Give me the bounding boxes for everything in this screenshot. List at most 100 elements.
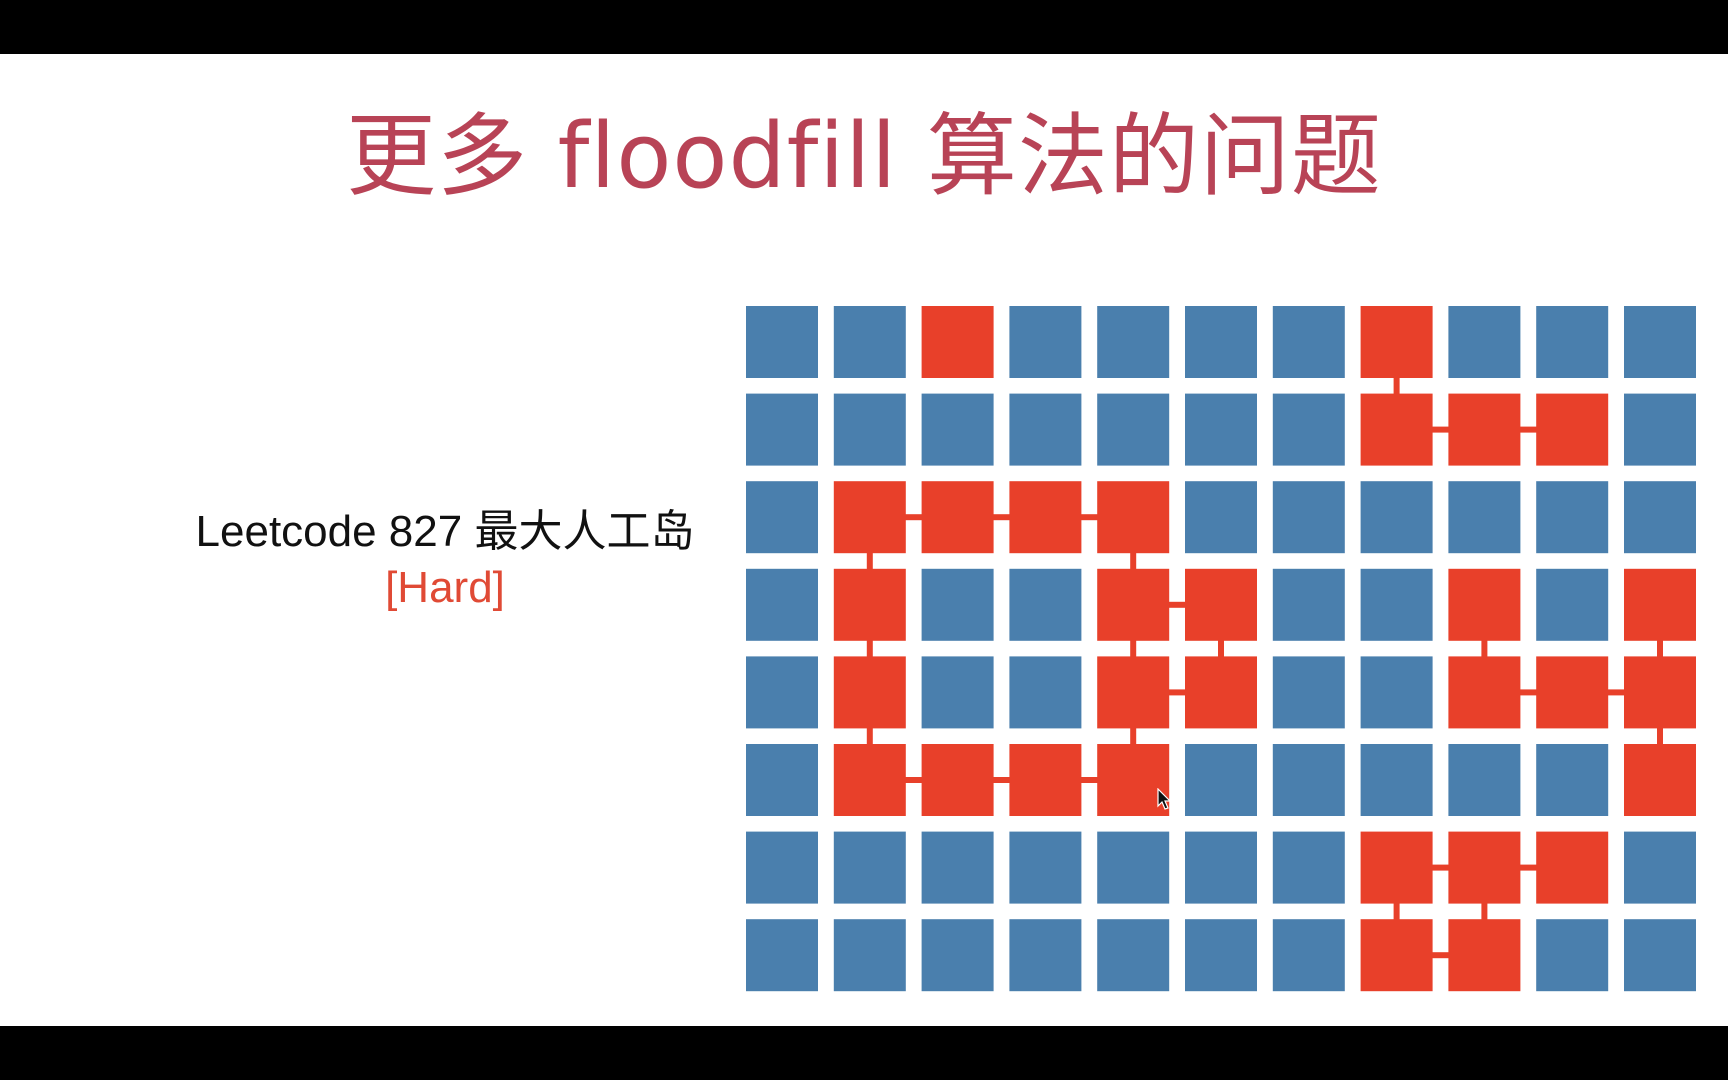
water-cell [1272,831,1345,904]
water-cell [1272,481,1345,554]
water-cell [1272,919,1345,992]
island-grid [746,306,1696,996]
land-connector [1657,604,1663,693]
island-grid-svg [746,306,1696,992]
land-connector [1045,777,1134,783]
water-cell [1097,393,1170,466]
land-cell [1009,744,1082,816]
land-connector [957,514,1046,521]
water-cell [1624,393,1696,466]
water-cell [1097,831,1170,904]
land-cell [1536,393,1609,466]
water-cell [1009,393,1082,466]
land-cell [1448,656,1521,729]
land-cell [1097,656,1170,729]
water-cell [921,656,994,729]
water-cell [1272,393,1345,466]
water-cell [1272,656,1345,729]
land-cell [833,744,906,816]
water-cell [1360,568,1433,641]
land-connector [957,777,1046,783]
water-cell [921,568,994,641]
land-cell [1624,568,1696,641]
water-cell [1360,744,1433,816]
mouse-cursor-icon [1157,788,1172,810]
land-cell [1624,656,1696,729]
water-cell [1624,481,1696,554]
land-cell [833,656,906,729]
land-connector [1657,692,1663,780]
land-connector [1481,604,1488,693]
land-connector [1484,864,1573,871]
water-cell [1272,744,1345,816]
water-cell [1624,831,1696,904]
water-cell [833,393,906,466]
water-cell [1009,919,1082,992]
water-cell [746,831,818,904]
water-cell [1448,306,1521,378]
water-cell [1536,919,1609,992]
water-cell [1009,831,1082,904]
land-connector [869,514,958,521]
land-connector [1045,514,1134,521]
land-connector [1130,604,1137,693]
water-cell [746,568,818,641]
land-cell [1097,744,1170,816]
water-cell [746,481,818,554]
land-connector [1396,952,1485,959]
water-cell [1185,831,1257,904]
land-cell [921,481,994,554]
water-cell [746,306,818,378]
problem-difficulty: [Hard] [385,563,505,612]
water-cell [1185,393,1257,466]
land-connector [1130,517,1137,605]
water-cell [1185,481,1257,554]
water-cell [746,919,818,992]
land-connector [1130,692,1137,780]
land-cell [921,306,994,378]
land-connector [1218,604,1224,693]
letterbox-bottom [0,1026,1728,1080]
land-cell [1097,568,1170,641]
water-cell [1624,306,1696,378]
water-cell [921,393,994,466]
land-connector [1133,601,1221,608]
water-cell [1272,568,1345,641]
water-cell [833,306,906,378]
land-cell [1448,831,1521,904]
water-cell [833,919,906,992]
land-cell [1360,919,1433,992]
water-cell [746,656,818,729]
water-cell [921,919,994,992]
land-cell [1185,656,1257,729]
water-cell [746,393,818,466]
land-cell [1360,306,1433,378]
water-cell [1624,919,1696,992]
water-cell [1097,919,1170,992]
water-cell [1185,919,1257,992]
water-cell [1448,744,1521,816]
land-connector [1393,342,1400,430]
water-cell [1536,744,1609,816]
water-cell [1097,306,1170,378]
land-connector [866,692,873,780]
land-connector [1133,689,1221,696]
land-cell [1448,393,1521,466]
water-cell [1009,306,1082,378]
problem-label: Leetcode 827 最大人工岛 [Hard] [100,504,790,616]
water-cell [1448,481,1521,554]
land-cell [833,481,906,554]
land-connector [869,777,958,783]
water-cell [1009,568,1082,641]
water-cell [1360,656,1433,729]
water-cell [1185,306,1257,378]
water-cell [1536,568,1609,641]
land-connector [866,604,873,693]
land-connector [1572,689,1660,696]
water-cell [1009,656,1082,729]
land-cell [833,568,906,641]
land-cell [921,744,994,816]
land-connector [866,517,873,605]
land-cell [1360,831,1433,904]
water-cell [746,744,818,816]
